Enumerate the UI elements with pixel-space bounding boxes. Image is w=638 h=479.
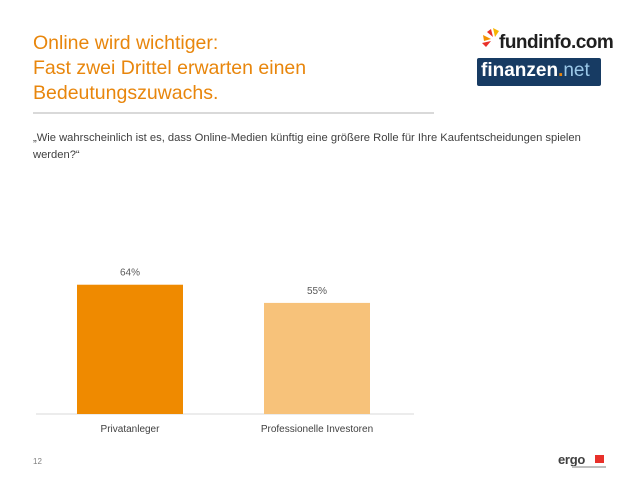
title-line-3: Bedeutungszuwachs. [33,82,219,104]
finanzen-logo-main: finanzen [481,60,559,81]
fundinfo-burst-icon [482,28,499,47]
fundinfo-logo: fundinfo.com [479,25,614,57]
ergo-logo-text: ergo [558,452,585,467]
finanzen-logo-text: finanzen.net [481,60,590,82]
data-label: 64% [120,268,140,279]
bar-professionelle-investoren [264,302,370,414]
fundinfo-logo-text: fundinfo.com [499,32,614,53]
ergo-logo-subline [572,466,606,468]
finanzen-logo-net: net [563,60,590,81]
ergo-logo: ergo [558,452,610,472]
title-line-1: Online wird wichtiger: [33,32,219,54]
title-divider [33,112,434,114]
finanzen-logo-dot: . [558,60,564,81]
slide-title: Online wird wichtiger: Fast zwei Drittel… [33,31,433,106]
bar-privatanleger [77,284,183,414]
survey-question: „Wie wahrscheinlich ist es, dass Online-… [33,132,581,161]
category-label: Privatanleger [101,424,161,435]
data-label: 55% [307,286,327,297]
ergo-logo-mark [595,455,604,463]
finanzen-net-logo: finanzen.net [477,58,601,86]
title-line-2: Fast zwei Drittel erwarten einen [33,57,307,79]
category-label: Professionelle Investoren [261,424,373,435]
page-number: 12 [33,457,42,466]
